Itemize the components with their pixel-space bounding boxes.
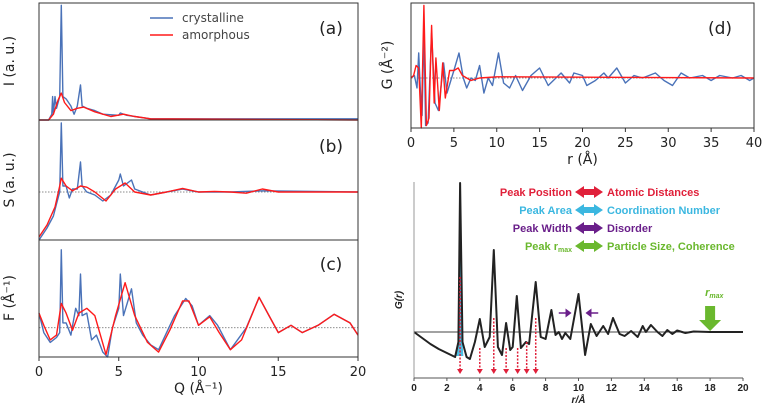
legend-label: crystalline bbox=[182, 11, 244, 25]
y-axis-label: G(r) bbox=[394, 290, 405, 309]
panel-label: (d) bbox=[708, 19, 732, 39]
annotation-left-label: Peak rmax bbox=[525, 241, 572, 254]
x-axis-label: r (Å) bbox=[567, 151, 598, 168]
x-tick-label: 15 bbox=[270, 365, 287, 380]
x-tick-label: 2 bbox=[444, 383, 450, 394]
x-tick-label: 30 bbox=[660, 136, 677, 151]
y-axis-label: G (Å⁻²) bbox=[379, 41, 396, 90]
panel-b: S (a. u.) (b) bbox=[2, 119, 359, 241]
x-axis-label: r/Å bbox=[572, 393, 586, 406]
x-tick-label: 10 bbox=[573, 383, 585, 394]
x-tick-label: 4 bbox=[477, 383, 483, 394]
double-arrow-icon bbox=[575, 186, 603, 198]
x-tick-label: 12 bbox=[606, 383, 618, 394]
arrow-down-icon bbox=[532, 369, 539, 374]
annotation-right-label: Atomic Distances bbox=[607, 187, 699, 199]
annotation-left-label: Peak Area bbox=[519, 205, 573, 217]
y-axis-label: F (Å⁻¹) bbox=[1, 275, 18, 321]
series-line-crystalline bbox=[38, 249, 359, 358]
peak-width-arrow-right-icon bbox=[558, 308, 572, 318]
series-line-crystalline bbox=[38, 122, 359, 241]
x-tick-label: 18 bbox=[705, 383, 717, 394]
plot-frame bbox=[410, 2, 755, 129]
x-tick-label: 10 bbox=[190, 365, 207, 380]
annotation-right-label: Disorder bbox=[607, 223, 653, 235]
x-tick-label: 25 bbox=[617, 136, 634, 151]
annotation-left-label: Peak Position bbox=[500, 187, 572, 199]
x-tick-label: 10 bbox=[488, 136, 505, 151]
x-tick-label: 0 bbox=[35, 365, 43, 380]
arrow-down-icon bbox=[514, 369, 521, 374]
series-line-amorphous bbox=[38, 282, 359, 356]
series-line-pdf bbox=[413, 182, 743, 360]
y-axis-label: I (a. u.) bbox=[2, 36, 18, 86]
panel-label: (c) bbox=[320, 255, 343, 275]
series-line-amorphous bbox=[39, 92, 359, 121]
x-tick-label: 20 bbox=[350, 365, 367, 380]
plot-frame bbox=[38, 239, 359, 358]
arrow-down-icon bbox=[476, 369, 483, 374]
panel-d: 0 5 10 15 20 25 30 35 40 r (Å) G (Å⁻²) (d) bbox=[379, 2, 763, 168]
peak-width-arrow-left-icon bbox=[585, 308, 599, 318]
x-axis-label: Q (Å⁻¹) bbox=[174, 380, 223, 397]
double-arrow-icon bbox=[575, 222, 603, 234]
annotation-right-label: Coordination Number bbox=[607, 205, 721, 217]
x-tick-label: 8 bbox=[543, 383, 549, 394]
double-arrow-icon bbox=[575, 204, 603, 216]
x-tick-label: 35 bbox=[703, 136, 720, 151]
annotation-left-label: Peak Width bbox=[513, 223, 572, 235]
legend-label: amorphous bbox=[182, 28, 250, 42]
x-tick-label: 0 bbox=[411, 383, 417, 394]
x-tick-label: 5 bbox=[115, 365, 123, 380]
x-tick-label: 0 bbox=[407, 136, 415, 151]
arrow-down-icon bbox=[503, 369, 510, 374]
arrow-down-icon bbox=[457, 369, 464, 374]
y-axis-label: S (a. u.) bbox=[2, 152, 18, 207]
arrow-down-icon bbox=[523, 369, 530, 374]
double-arrow-icon bbox=[575, 240, 603, 252]
rmax-arrow-icon bbox=[699, 306, 722, 331]
x-tick-label: 40 bbox=[746, 136, 763, 151]
x-tick-label: 20 bbox=[737, 383, 749, 394]
x-tick-label: 15 bbox=[531, 136, 548, 151]
x-tick-label: 16 bbox=[672, 383, 684, 394]
arrow-down-icon bbox=[490, 369, 497, 374]
panel-a: I (a. u.) (a) crystalline amorphous bbox=[2, 2, 359, 121]
series-line-amorphous bbox=[38, 177, 358, 238]
plot-frame bbox=[38, 119, 359, 241]
rmax-label: rmax bbox=[705, 287, 724, 300]
panel-e: rmax Peak Position Atomic Distances Peak Ar… bbox=[394, 182, 749, 406]
x-tick-label: 20 bbox=[574, 136, 591, 151]
panel-label: (a) bbox=[319, 19, 343, 39]
x-tick-label: 5 bbox=[450, 136, 458, 151]
panel-c: 0 5 10 15 20 Q (Å⁻¹) F (Å⁻¹) (c) bbox=[1, 239, 367, 397]
series-line-amorphous bbox=[410, 4, 755, 129]
panel-label: (b) bbox=[319, 137, 343, 157]
x-tick-label: 14 bbox=[639, 383, 651, 394]
annotation-right-label: Particle Size, Coherence bbox=[607, 241, 735, 253]
x-tick-label: 6 bbox=[510, 383, 516, 394]
